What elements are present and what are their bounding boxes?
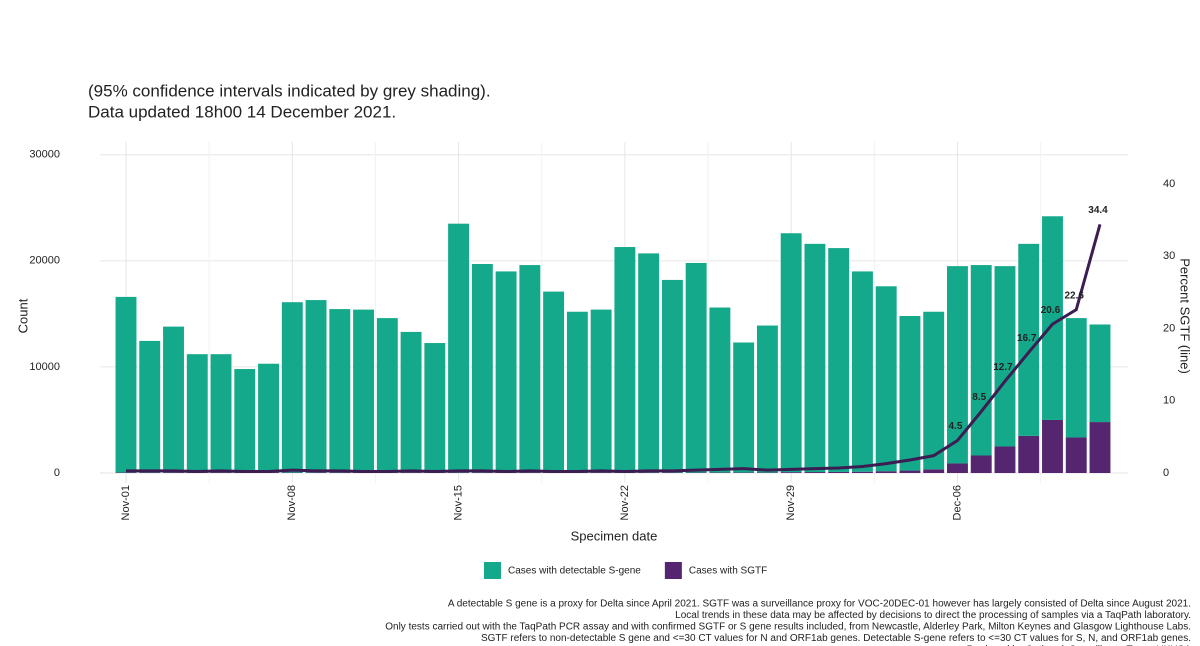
bar bbox=[970, 265, 992, 456]
legend-label: Cases with detectable S-gene bbox=[508, 566, 641, 577]
bar bbox=[1042, 216, 1063, 420]
bar bbox=[163, 326, 184, 473]
bar bbox=[851, 471, 873, 473]
bar bbox=[804, 243, 826, 473]
title-line: Data updated 18h00 14 December 2021. bbox=[88, 102, 396, 121]
bar bbox=[566, 311, 588, 473]
bar bbox=[448, 223, 470, 473]
bar bbox=[780, 233, 802, 473]
bar bbox=[685, 262, 707, 473]
data-label: 4.5 bbox=[949, 421, 963, 432]
footnote: Produced by Outbreak Surveillance Team, … bbox=[967, 645, 1192, 646]
x-tick-label: Nov-08 bbox=[286, 485, 298, 520]
bar bbox=[828, 248, 850, 472]
sgtf-line bbox=[126, 223, 1102, 474]
bar bbox=[1065, 318, 1087, 438]
footnote: A detectable S gene is a proxy for Delta… bbox=[448, 599, 1191, 610]
x-tick-label: Nov-22 bbox=[619, 485, 631, 520]
x-tick-label: Nov-01 bbox=[120, 485, 132, 520]
bar bbox=[899, 315, 921, 471]
data-label: 20.6 bbox=[1041, 305, 1061, 316]
bar bbox=[851, 271, 873, 472]
bar bbox=[1042, 419, 1063, 473]
bar bbox=[1089, 422, 1111, 473]
bar bbox=[305, 300, 327, 473]
x-tick-label: Nov-15 bbox=[452, 485, 464, 520]
bar bbox=[756, 325, 778, 473]
bar bbox=[210, 354, 232, 473]
bar bbox=[994, 266, 1016, 447]
bar bbox=[519, 265, 541, 473]
bar bbox=[1065, 437, 1087, 473]
footnote: SGTF refers to non-detectable S gene and… bbox=[481, 633, 1191, 644]
data-label: 8.5 bbox=[972, 392, 986, 403]
bar bbox=[994, 446, 1016, 473]
bar bbox=[875, 471, 897, 473]
bar bbox=[258, 363, 279, 473]
bar bbox=[804, 472, 826, 473]
bar bbox=[638, 253, 660, 473]
data-label: 16.7 bbox=[1017, 333, 1037, 344]
y-tick-label: 20000 bbox=[29, 255, 60, 267]
data-label: 12.7 bbox=[993, 362, 1013, 373]
bar bbox=[970, 455, 992, 473]
legend-swatch bbox=[484, 562, 501, 579]
y2-tick-label: 30 bbox=[1163, 250, 1175, 262]
bar bbox=[281, 302, 303, 473]
bar bbox=[947, 463, 968, 473]
data-label: 22.6 bbox=[1065, 290, 1085, 301]
bar bbox=[495, 271, 517, 473]
bar bbox=[329, 309, 351, 473]
title-line: (95% confidence intervals indicated by g… bbox=[88, 81, 491, 100]
bar bbox=[1018, 435, 1040, 473]
y2-axis-label: Percent SGTF (line) bbox=[1178, 258, 1193, 374]
bar bbox=[661, 279, 683, 473]
y-tick-label: 10000 bbox=[29, 361, 60, 373]
bar bbox=[115, 296, 137, 473]
y2-tick-label: 10 bbox=[1163, 395, 1175, 407]
x-tick-label: Nov-29 bbox=[785, 485, 797, 520]
bar bbox=[353, 309, 375, 473]
bar bbox=[186, 354, 208, 473]
y2-tick-label: 40 bbox=[1163, 178, 1175, 190]
bar bbox=[709, 307, 731, 473]
bar bbox=[923, 469, 945, 473]
y2-tick-label: 20 bbox=[1163, 322, 1175, 334]
footnote: Local trends in these data may be affect… bbox=[675, 610, 1191, 621]
bar bbox=[471, 264, 493, 473]
y2-tick-label: 0 bbox=[1163, 467, 1169, 479]
legend-swatch bbox=[664, 562, 682, 579]
bar bbox=[424, 343, 446, 473]
bar bbox=[139, 340, 161, 473]
bar bbox=[376, 318, 398, 473]
bar bbox=[875, 286, 897, 472]
legend-label: Cases with SGTF bbox=[689, 566, 767, 577]
data-label: 34.4 bbox=[1088, 205, 1108, 216]
bar bbox=[400, 331, 422, 473]
bar bbox=[947, 266, 968, 464]
bar bbox=[780, 472, 802, 473]
bar bbox=[733, 342, 755, 473]
bar bbox=[590, 309, 612, 473]
footnote: Only tests carried out with the TaqPath … bbox=[385, 622, 1191, 633]
bar bbox=[234, 369, 256, 473]
bar bbox=[1089, 324, 1111, 423]
y-axis-label: Count bbox=[15, 298, 30, 333]
y-tick-label: 0 bbox=[54, 467, 60, 479]
bar bbox=[923, 311, 945, 470]
x-tick-label: Dec-06 bbox=[951, 485, 963, 520]
bar bbox=[1018, 243, 1040, 436]
y-tick-label: 30000 bbox=[29, 149, 60, 161]
bar bbox=[543, 291, 565, 473]
bar bbox=[614, 247, 636, 473]
bar bbox=[828, 471, 850, 473]
x-axis-label: Specimen date bbox=[571, 528, 658, 543]
bar bbox=[899, 470, 921, 473]
